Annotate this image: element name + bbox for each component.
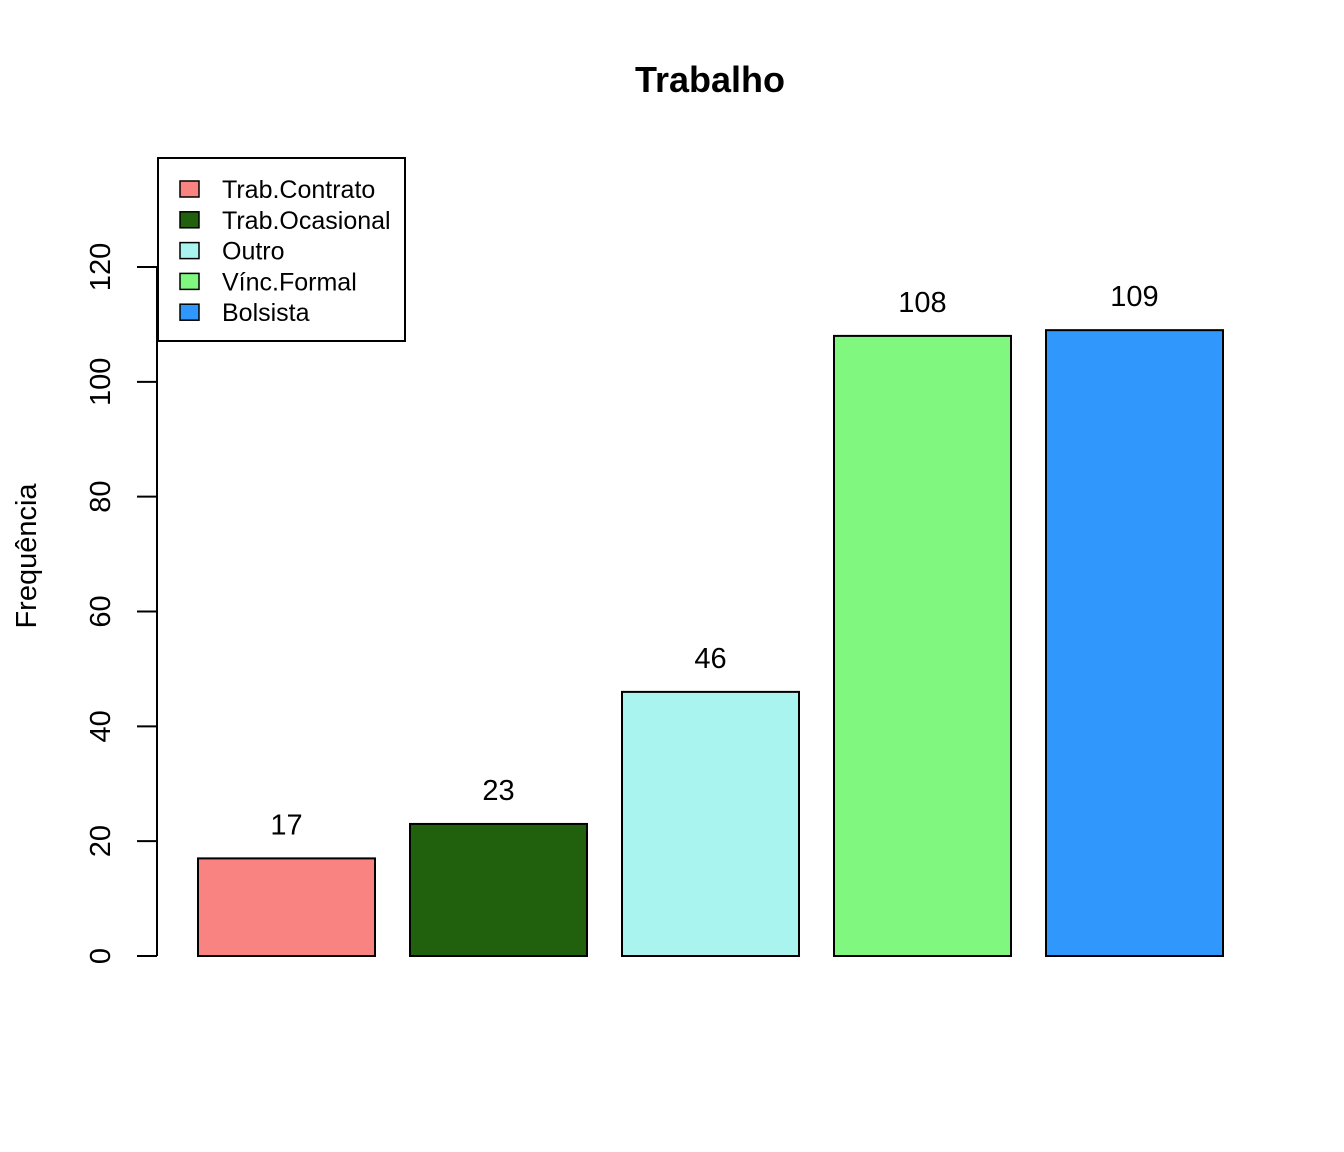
bar-value-label: 17 — [270, 809, 302, 841]
y-tick-label: 0 — [85, 948, 117, 964]
y-axis-label: Frequência — [11, 483, 43, 629]
bar-value-label: 23 — [482, 775, 514, 807]
legend-swatch — [179, 180, 200, 198]
bar-value-label: 109 — [1110, 281, 1158, 313]
bar-value-label: 108 — [898, 287, 946, 319]
chart-title: Trabalho — [635, 59, 785, 100]
bar-value-label: 46 — [694, 643, 726, 675]
bar-1 — [409, 822, 588, 957]
y-axis: 0 20 40 60 80 100 120 — [85, 243, 158, 964]
bar-4 — [1045, 329, 1224, 957]
legend-swatch — [179, 241, 200, 260]
y-tick-label: 120 — [85, 243, 117, 291]
bar-2 — [621, 690, 800, 958]
legend-label: Outro — [222, 238, 285, 266]
y-tick-label: 60 — [85, 595, 117, 627]
legend-swatch — [179, 272, 200, 291]
bar-0 — [197, 857, 376, 957]
legend: Trab.Contrato Trab.Ocasional OutroVínc.For… — [157, 157, 406, 342]
y-tick-label: 100 — [85, 358, 117, 406]
legend-label: Trab.Contrato — [222, 176, 375, 204]
y-tick-label: 80 — [85, 481, 117, 513]
y-tick-label: 20 — [85, 825, 117, 857]
bars — [197, 329, 1224, 958]
bar-value-labels: 17 23 46 108 109 — [270, 281, 1158, 841]
legend-label: Vínc.Formal — [222, 268, 357, 296]
legend-swatch — [179, 303, 200, 321]
legend-swatch — [179, 211, 200, 229]
legend-label: Bolsista — [222, 299, 310, 327]
legend-label: Trab.Ocasional — [222, 207, 391, 235]
bar-3 — [833, 334, 1012, 957]
y-tick-label: 40 — [85, 710, 117, 742]
